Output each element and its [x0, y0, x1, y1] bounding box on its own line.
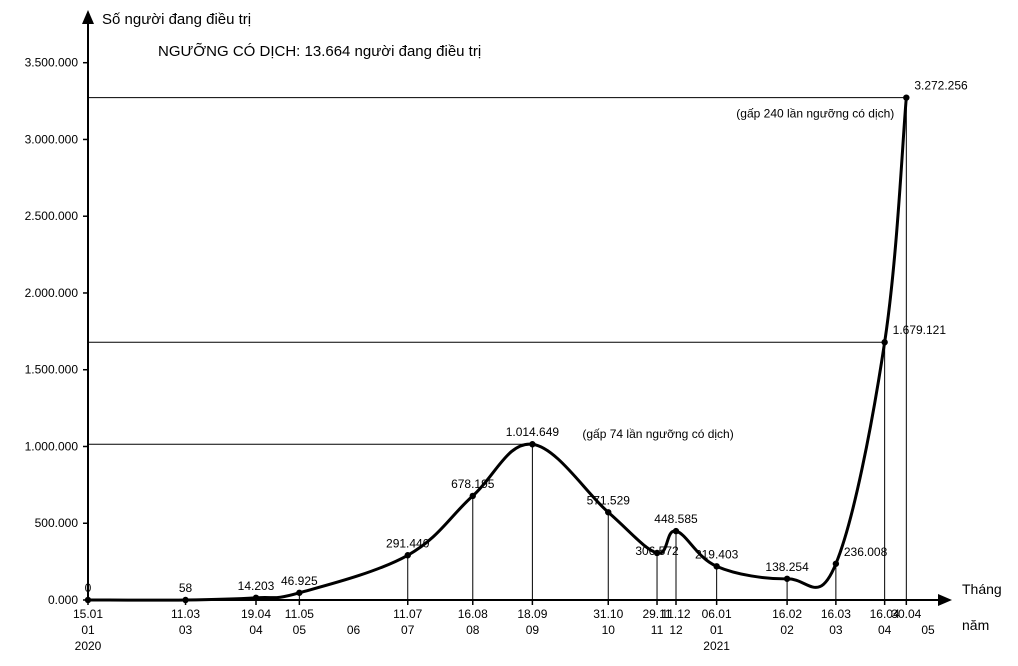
x-month-label: 09 — [526, 623, 540, 637]
data-point — [881, 339, 887, 345]
data-value-label: 291.440 — [386, 536, 430, 550]
data-point — [833, 561, 839, 567]
data-value-label: 448.585 — [654, 512, 698, 526]
x-month-label: 02 — [780, 623, 794, 637]
x-tick-label: 11.12 — [661, 607, 690, 621]
x-tick-label: 31.10 — [593, 607, 623, 621]
data-point — [605, 509, 611, 515]
chart-subtitle: NGƯỠNG CÓ DỊCH: 13.664 người đang điều t… — [158, 43, 481, 60]
x-month-label: 04 — [878, 623, 892, 637]
data-point — [296, 590, 302, 596]
data-point — [529, 441, 535, 447]
data-point — [405, 552, 411, 558]
y-tick-label: 2.500.000 — [25, 209, 79, 223]
x-month-label: 03 — [179, 623, 193, 637]
x-tick-label: 11.07 — [393, 607, 422, 621]
x-tick-label: 18.09 — [517, 607, 547, 621]
x-month-label: 12 — [669, 623, 683, 637]
data-point — [470, 493, 476, 499]
data-value-label: 138.254 — [765, 560, 809, 574]
x-tick-label: 30.04 — [891, 607, 921, 621]
x-month-label: 11 — [651, 623, 664, 637]
x-month-label: 05 — [921, 623, 935, 637]
y-axis-title: Số người đang điều trị — [102, 11, 251, 28]
x-tick-label: 16.08 — [458, 607, 488, 621]
x-month-label: 01 — [81, 623, 95, 637]
chart-container: 0.000 500.000 1.000.000 1.500.000 2.000.000 2… — [0, 0, 1018, 666]
data-value-label: 571.529 — [587, 493, 631, 507]
data-value-label: 0 — [85, 581, 92, 595]
x-tick-label: 06.01 — [702, 607, 732, 621]
data-value-label: 58 — [179, 581, 193, 595]
x-tick-label: 19.04 — [241, 607, 271, 621]
x-tick-label: 11.05 — [285, 607, 314, 621]
data-value-label: 236.008 — [844, 545, 888, 559]
y-tick-label: 2.000.000 — [25, 286, 79, 300]
y-tick-label: 500.000 — [35, 516, 79, 530]
data-point — [903, 94, 909, 100]
x-month-label: 03 — [829, 623, 843, 637]
x-month-label: 10 — [602, 623, 616, 637]
x-tick-label: 16.03 — [821, 607, 851, 621]
x-month-label: 04 — [249, 623, 263, 637]
data-value-label: 46.925 — [281, 574, 318, 588]
y-tick-label: 0.000 — [48, 593, 78, 607]
x-month-label: 08 — [466, 623, 480, 637]
data-note: (gấp 74 lần ngưỡng có dịch) — [582, 427, 733, 441]
x-year-label: 2021 — [703, 639, 730, 653]
y-tick-label: 3.000.000 — [25, 132, 79, 146]
data-note: (gấp 240 lần ngưỡng có dịch) — [736, 107, 894, 121]
y-tick-label: 1.500.000 — [25, 363, 79, 377]
data-point — [673, 528, 679, 534]
x-month-label: 06 — [347, 623, 361, 637]
chart-background — [0, 0, 1018, 666]
x-tick-label: 11.03 — [171, 607, 200, 621]
x-tick-label: 15.01 — [73, 607, 103, 621]
data-value-label: 1.014.649 — [506, 425, 560, 439]
y-tick-label: 3.500.000 — [25, 56, 79, 70]
x-month-label: 05 — [293, 623, 307, 637]
data-value-label: 306.572 — [635, 544, 679, 558]
data-point — [713, 563, 719, 569]
x-month-label: 01 — [710, 623, 724, 637]
line-chart: 0.000 500.000 1.000.000 1.500.000 2.000.000 2… — [0, 0, 1018, 666]
data-value-label: 3.272.256 — [914, 79, 968, 93]
data-value-label: 14.203 — [238, 579, 275, 593]
data-point — [784, 576, 790, 582]
x-month-label: 07 — [401, 623, 415, 637]
x-year-label: 2020 — [75, 639, 102, 653]
x-axis-label-sub: năm — [962, 617, 989, 633]
x-tick-label: 16.02 — [772, 607, 802, 621]
data-value-label: 678.195 — [451, 477, 495, 491]
data-value-label: 1.679.121 — [893, 323, 947, 337]
y-tick-label: 1.000.000 — [25, 439, 79, 453]
data-value-label: 219.403 — [695, 547, 739, 561]
x-axis-label-main: Tháng — [962, 581, 1002, 597]
